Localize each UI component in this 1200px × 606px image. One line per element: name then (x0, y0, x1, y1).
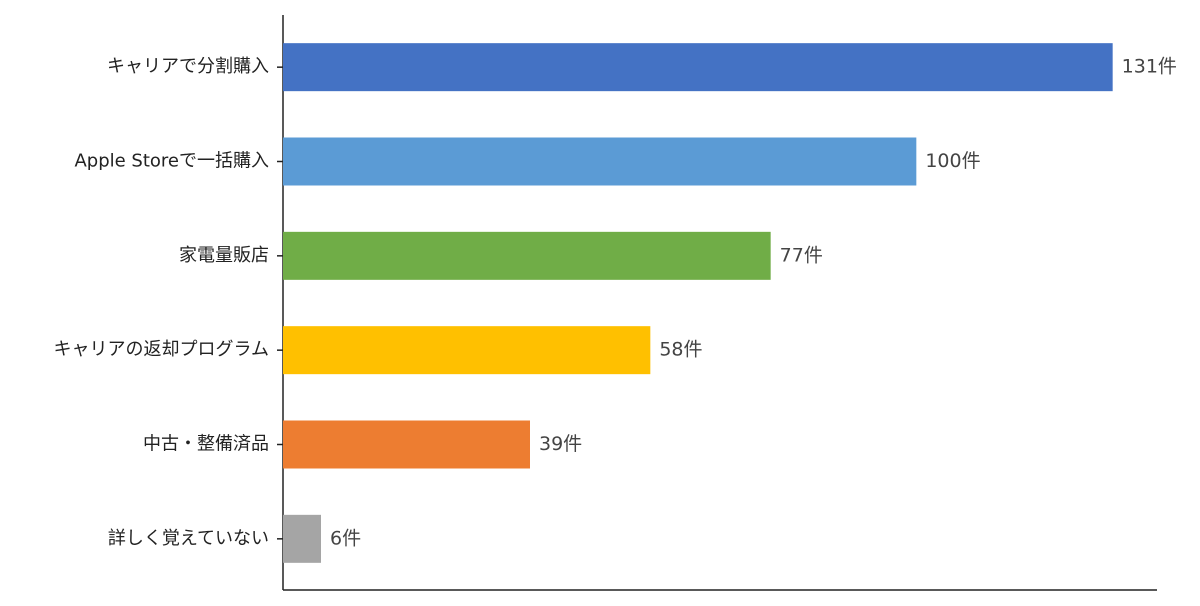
bar (283, 326, 651, 375)
bar (283, 514, 321, 563)
y-tick-label: 中古・整備済品 (143, 434, 269, 455)
bar (283, 43, 1113, 92)
y-tick-label: キャリアで分割購入 (107, 56, 269, 77)
bar (283, 420, 530, 469)
y-tick-label: 詳しく覚えていない (108, 528, 269, 549)
y-tick-label: 家電量販店 (179, 245, 269, 266)
value-label: 100件 (925, 150, 980, 172)
value-label: 131件 (1122, 56, 1177, 78)
y-tick-label: キャリアの返却プログラム (54, 339, 269, 360)
bar (283, 137, 917, 186)
value-label: 77件 (780, 244, 823, 266)
value-label: 58件 (659, 339, 702, 361)
value-label: 6件 (330, 527, 361, 549)
bar (283, 231, 771, 280)
value-label: 39件 (539, 433, 582, 455)
y-tick-label: Apple Storeで一括購入 (74, 151, 269, 172)
